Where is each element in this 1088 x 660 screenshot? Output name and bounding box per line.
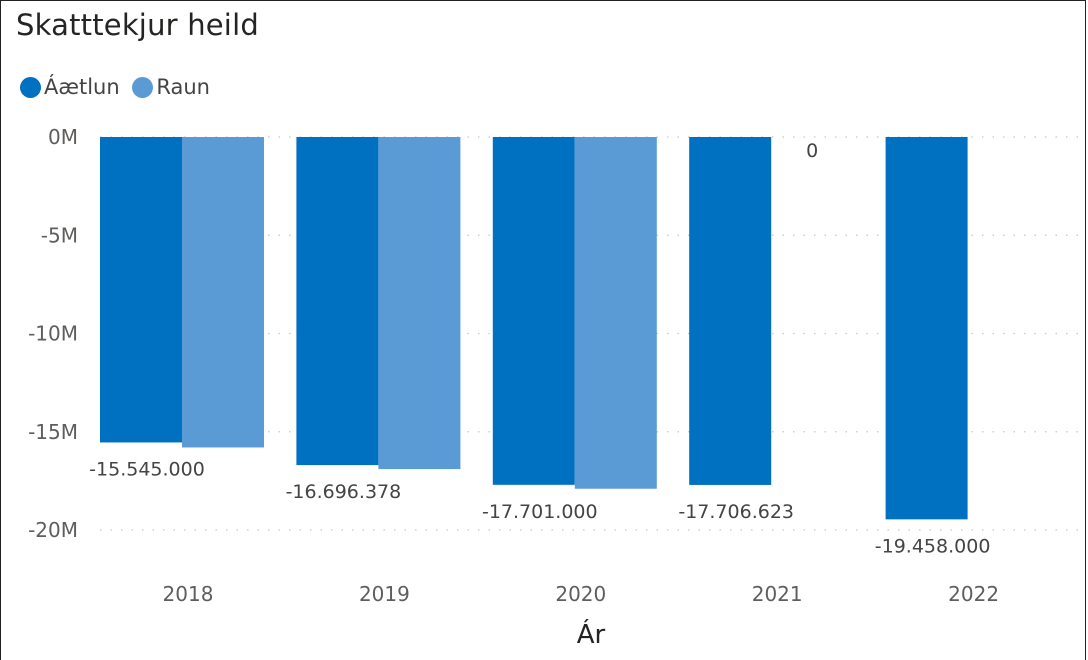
x-tick-label: 2022 xyxy=(948,582,999,606)
chart-title: Skatttekjur heild xyxy=(16,8,259,42)
legend-item-aaetlun[interactable]: Áætlun xyxy=(20,75,120,99)
data-label: 0 xyxy=(806,140,818,162)
y-tick-label: -5M xyxy=(41,223,78,247)
y-tick-label: 0M xyxy=(48,125,78,149)
x-axis-title: Ár xyxy=(577,618,606,650)
x-tick-label: 2019 xyxy=(359,582,410,606)
y-tick-label: -10M xyxy=(28,322,78,346)
bar-raun-2019 xyxy=(378,137,461,470)
legend-marker-raun xyxy=(132,76,154,98)
y-tick-label: -20M xyxy=(28,518,78,542)
data-label: -17.701.000 xyxy=(482,501,598,523)
bar-tlun-2021 xyxy=(689,137,772,485)
bar-tlun-2020 xyxy=(492,137,575,485)
legend-item-raun[interactable]: Raun xyxy=(132,75,210,99)
bar-raun-2018 xyxy=(182,137,264,448)
data-label: -17.706.623 xyxy=(678,501,794,523)
legend: Áætlun Raun xyxy=(20,75,216,103)
data-label: -19.458.000 xyxy=(875,535,991,557)
bar-tlun-2022 xyxy=(885,137,968,520)
legend-label-raun: Raun xyxy=(156,75,210,99)
y-tick-label: -15M xyxy=(28,420,78,444)
x-tick-label: 2020 xyxy=(555,582,606,606)
bar-tlun-2018 xyxy=(100,137,182,443)
x-tick-label: 2018 xyxy=(163,582,214,606)
data-label: -16.696.378 xyxy=(286,481,402,503)
legend-label-aaetlun: Áætlun xyxy=(44,75,120,99)
bar-tlun-2019 xyxy=(296,137,379,466)
data-label: -15.545.000 xyxy=(89,458,205,480)
x-tick-label: 2021 xyxy=(752,582,803,606)
legend-marker-aaetlun xyxy=(20,76,41,98)
bar-raun-2020 xyxy=(574,137,657,489)
